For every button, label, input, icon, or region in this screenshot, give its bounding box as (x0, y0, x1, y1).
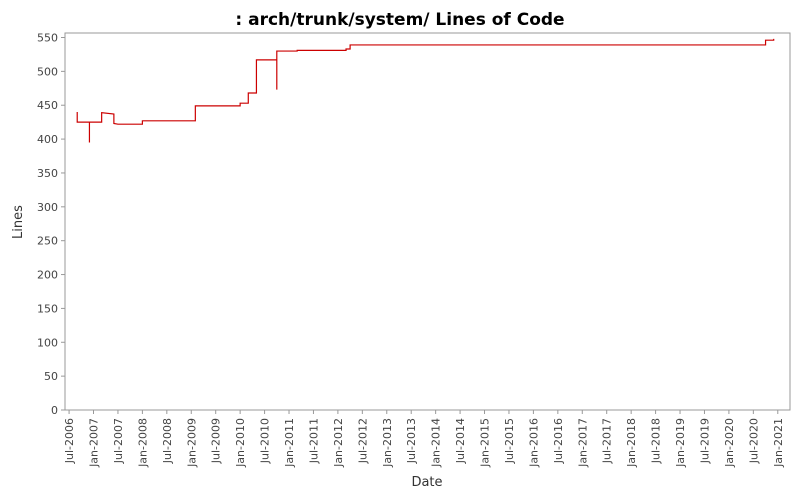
y-tick-label: 350 (37, 167, 58, 180)
x-tick-label: Jul-2007 (112, 418, 125, 464)
chart-title: : arch/trunk/system/ Lines of Code (235, 10, 564, 30)
x-tick-label: Jan-2010 (234, 418, 247, 468)
x-tick-label: Jul-2008 (161, 418, 174, 464)
x-tick-label: Jan-2014 (430, 418, 443, 468)
x-tick-label: Jan-2011 (283, 418, 296, 468)
x-tick-label: Jul-2011 (307, 418, 320, 464)
x-tick-label: Jan-2021 (772, 418, 785, 468)
x-tick-label: Jul-2018 (650, 418, 663, 464)
y-tick-label: 150 (37, 302, 58, 315)
y-tick-label: 300 (37, 201, 58, 214)
y-tick-label: 0 (51, 404, 58, 417)
x-tick-label: Jan-2018 (625, 418, 638, 468)
y-tick-label: 250 (37, 235, 58, 248)
x-tick-label: Jul-2019 (698, 418, 711, 464)
x-tick-label: Jan-2016 (527, 418, 540, 468)
x-tick-label: Jan-2015 (479, 418, 492, 468)
x-tick-label: Jul-2020 (747, 418, 760, 464)
x-axis-title: Date (411, 475, 442, 490)
x-tick-label: Jan-2012 (332, 418, 345, 468)
x-tick-label: Jul-2010 (259, 418, 272, 464)
x-tick-label: Jul-2013 (405, 418, 418, 464)
x-tick-label: Jan-2020 (723, 418, 736, 468)
x-tick-label: Jan-2013 (381, 418, 394, 468)
x-tick-label: Jul-2017 (601, 418, 614, 464)
x-tick-label: Jul-2014 (454, 418, 467, 464)
x-tick-label: Jul-2009 (210, 418, 223, 464)
x-tick-label: Jan-2008 (136, 418, 149, 468)
y-tick-label: 200 (37, 269, 58, 282)
x-tick-label: Jul-2015 (503, 418, 516, 464)
y-tick-label: 550 (37, 32, 58, 45)
series-line (76, 38, 775, 143)
x-tick-label: Jan-2007 (88, 418, 101, 468)
x-tick-label: Jan-2017 (576, 418, 589, 468)
x-tick-label: Jan-2019 (674, 418, 687, 468)
x-tick-label: Jul-2016 (552, 418, 565, 464)
y-tick-label: 50 (44, 370, 58, 383)
y-tick-label: 400 (37, 133, 58, 146)
x-tick-label: Jan-2009 (185, 418, 198, 468)
y-axis-title: Lines (11, 205, 26, 239)
y-tick-label: 450 (37, 99, 58, 112)
plot-area (64, 32, 791, 411)
y-tick-label: 100 (37, 336, 58, 349)
x-tick-label: Jul-2012 (356, 418, 369, 464)
x-tick-label: Jul-2006 (63, 418, 76, 464)
y-tick-label: 500 (37, 65, 58, 78)
